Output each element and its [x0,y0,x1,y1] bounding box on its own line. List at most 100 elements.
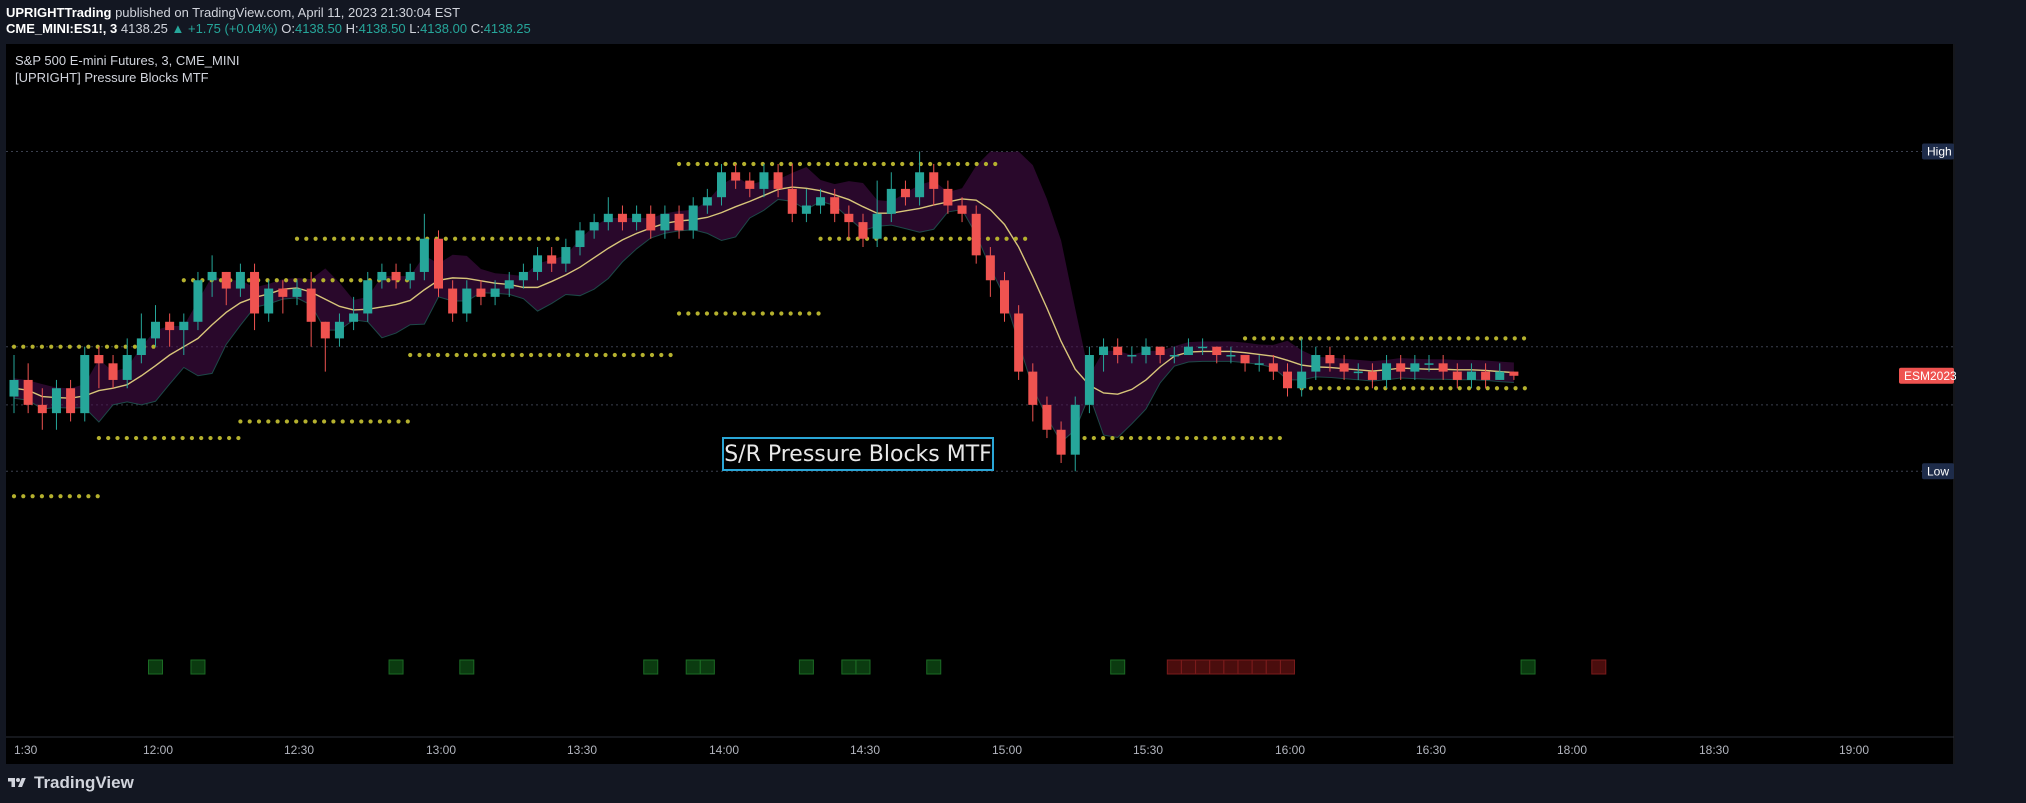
candle-body[interactable] [264,288,274,314]
candle-body[interactable] [1509,371,1519,376]
buy-pressure-box[interactable] [685,659,701,675]
candle-body[interactable] [1155,346,1165,356]
sell-pressure-box[interactable] [1237,659,1253,675]
candle-body[interactable] [278,288,288,297]
buy-pressure-box[interactable] [855,659,871,675]
candle-body[interactable] [235,271,245,289]
candle-body[interactable] [1113,346,1123,356]
buy-pressure-box[interactable] [388,659,404,675]
buy-pressure-box[interactable] [841,659,857,675]
candle-body[interactable] [80,355,90,414]
candle-body[interactable] [1198,346,1208,349]
candle-body[interactable] [575,230,585,248]
candle-body[interactable] [1495,371,1505,380]
candle-body[interactable] [122,355,132,380]
candle-body[interactable] [94,355,104,364]
candle-body[interactable] [943,188,953,206]
candle-body[interactable] [688,205,698,231]
candle-body[interactable] [745,180,755,189]
candle-body[interactable] [1212,346,1222,356]
candle-body[interactable] [1014,313,1024,372]
candle-body[interactable] [250,271,260,314]
candle-body[interactable] [108,363,118,380]
candle-body[interactable] [646,213,656,231]
candle-body[interactable] [66,388,76,414]
candle-body[interactable] [589,222,599,231]
candle-body[interactable] [759,172,769,189]
candle-body[interactable] [816,197,826,206]
candle-body[interactable] [1226,355,1236,357]
candle-body[interactable] [603,213,613,223]
candle-body[interactable] [1141,346,1151,356]
candle-body[interactable] [1070,404,1080,455]
candle-body[interactable] [886,188,896,214]
candle-body[interactable] [320,321,330,339]
candle-body[interactable] [773,172,783,189]
candle-body[interactable] [674,213,684,231]
indicator-title[interactable]: [UPRIGHT] Pressure Blocks MTF [15,70,209,85]
buy-pressure-box[interactable] [699,659,715,675]
candle-body[interactable] [1028,371,1038,405]
sell-pressure-box[interactable] [1265,659,1281,675]
candle-body[interactable] [1183,346,1193,356]
candle-body[interactable] [1042,404,1052,430]
candle-body[interactable] [561,247,571,264]
candle-body[interactable] [136,338,146,356]
candle-body[interactable] [717,172,726,198]
candle-body[interactable] [801,205,811,214]
candle-body[interactable] [51,388,61,414]
candle-body[interactable] [1268,363,1278,372]
candle-body[interactable] [702,197,712,206]
candle-body[interactable] [632,213,642,223]
candle-body[interactable] [872,213,882,239]
candle-body[interactable] [1240,355,1250,364]
sell-pressure-box[interactable] [1591,659,1607,675]
candle-body[interactable] [731,172,741,181]
candle-body[interactable] [1311,355,1321,372]
sell-pressure-box[interactable] [1180,659,1196,675]
candle-body[interactable] [547,255,557,264]
candle-body[interactable] [504,280,514,289]
candle-body[interactable] [419,238,429,272]
candle-body[interactable] [292,288,302,297]
candle-body[interactable] [830,197,840,214]
sell-pressure-box[interactable] [1223,659,1239,675]
sell-pressure-box[interactable] [1166,659,1182,675]
candle-body[interactable] [23,379,33,405]
buy-pressure-box[interactable] [798,659,814,675]
candle-body[interactable] [1424,363,1434,365]
candle-body[interactable] [405,271,415,281]
annotation-box[interactable] [722,437,994,471]
candle-body[interactable] [363,280,373,314]
candle-body[interactable] [858,222,868,239]
candle-body[interactable] [179,321,189,331]
buy-pressure-box[interactable] [926,659,942,675]
sell-pressure-box[interactable] [1195,659,1211,675]
candle-body[interactable] [1438,363,1448,372]
candle-body[interactable] [1481,371,1491,380]
candle-body[interactable] [957,205,967,214]
candle-body[interactable] [1410,363,1420,372]
price-chart[interactable]: 4156.004154.004152.004150.004148.004146.… [6,44,1956,764]
candle-body[interactable] [306,288,316,322]
candle-body[interactable] [193,280,203,322]
candle-body[interactable] [349,313,359,322]
candle-body[interactable] [377,271,387,281]
sell-pressure-box[interactable] [1280,659,1295,675]
candle-body[interactable] [1099,346,1109,356]
candle-body[interactable] [1339,363,1349,372]
candle-body[interactable] [1283,371,1292,389]
candle-body[interactable] [1169,355,1179,357]
candle-body[interactable] [1127,355,1137,357]
candle-body[interactable] [1396,363,1406,372]
candle-body[interactable] [787,188,797,214]
candle-body[interactable] [1452,371,1462,380]
instrument-title[interactable]: S&P 500 E-mini Futures, 3, CME_MINI [15,53,240,68]
buy-pressure-box[interactable] [459,659,475,675]
candle-body[interactable] [900,188,910,198]
candle-body[interactable] [207,271,217,281]
candle-body[interactable] [1367,371,1377,380]
candle-body[interactable] [1297,371,1307,389]
buy-pressure-box[interactable] [190,659,206,675]
chart-pane[interactable]: 4156.004154.004152.004150.004148.004146.… [6,44,1956,764]
